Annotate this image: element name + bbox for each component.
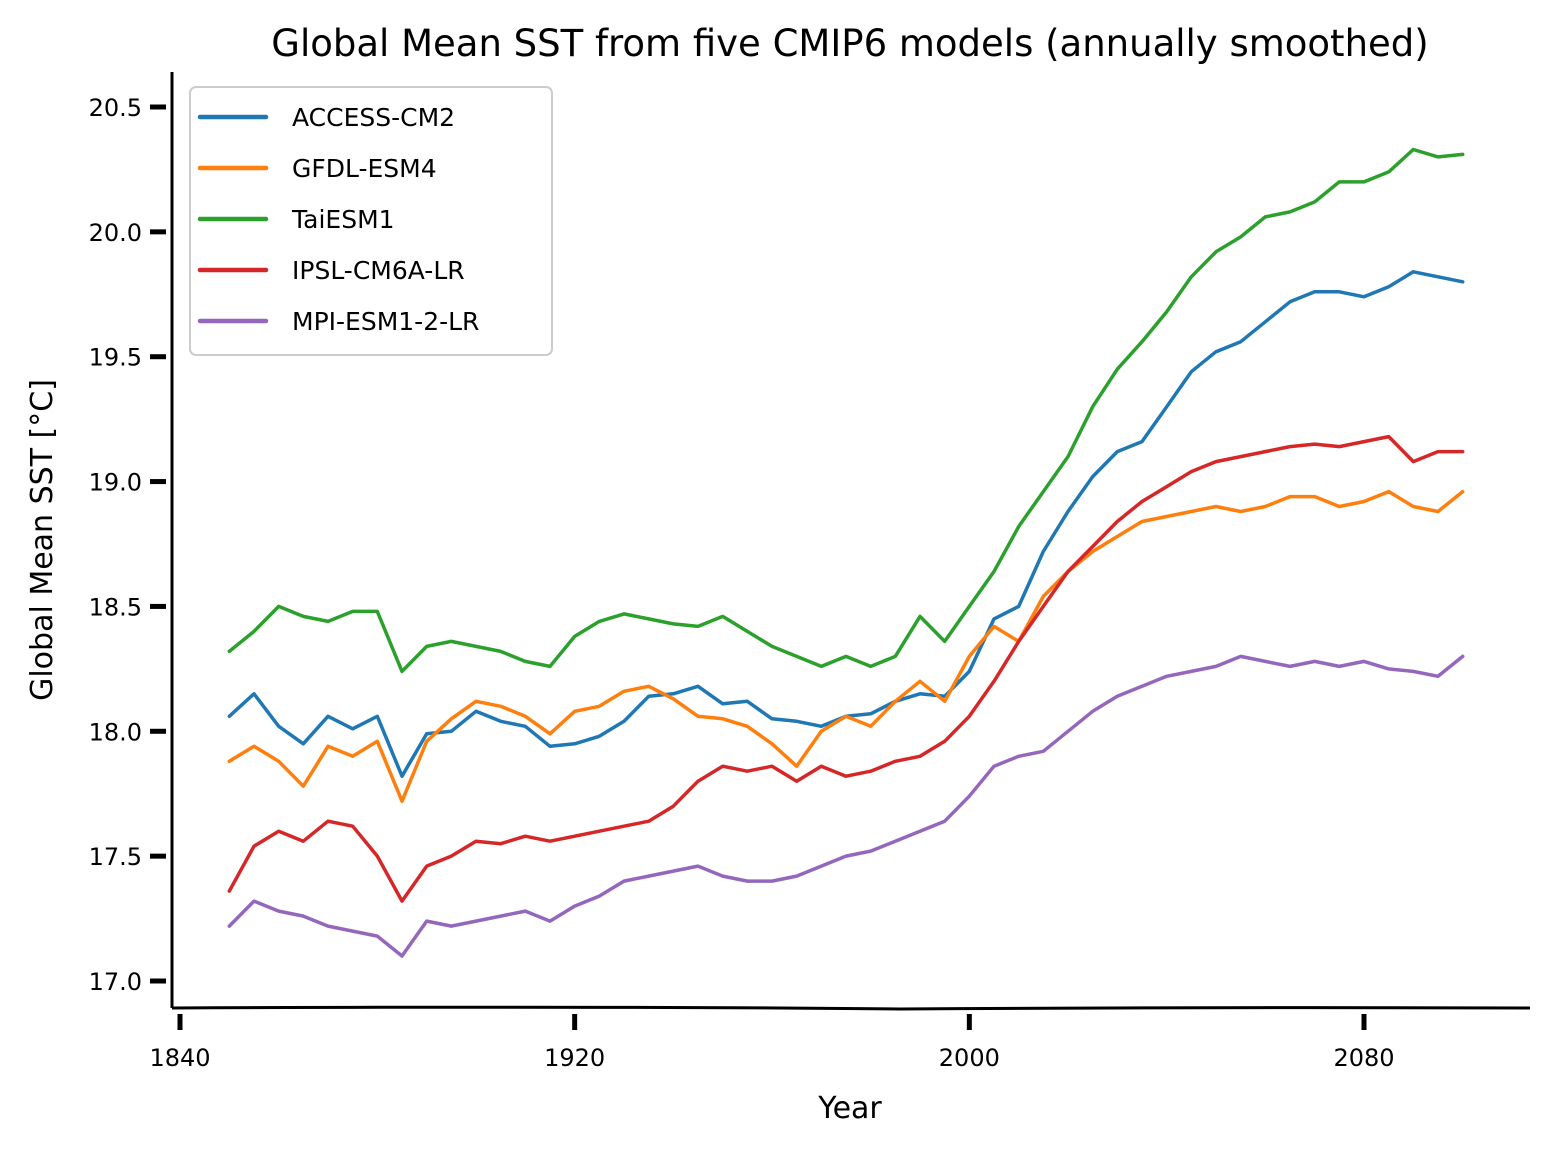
x-tick-label: 1920	[544, 1044, 605, 1072]
series-line-ipsl-cm6a-lr	[227, 434, 1465, 903]
legend-label: ACCESS-CM2	[292, 103, 455, 132]
series-line-mpi-esm1-2-lr	[227, 654, 1465, 958]
y-tick-label: 17.5	[89, 843, 142, 871]
y-tick-label: 20.5	[89, 94, 142, 122]
y-axis-line	[170, 71, 174, 1009]
y-tick-label: 18.5	[89, 593, 142, 621]
legend-box	[189, 86, 553, 356]
y-axis-label: Global Mean SST [°C]	[25, 379, 60, 701]
legend-label: GFDL-ESM4	[292, 154, 437, 183]
x-ticks: 1840 1920 2000 2080	[149, 1014, 1395, 1072]
x-tick-label: 1840	[149, 1044, 210, 1072]
y-tick-label: 18.0	[89, 718, 142, 746]
chart-title: Global Mean SST from five CMIP6 models (…	[271, 22, 1428, 65]
series-line-taiesm1	[227, 147, 1465, 674]
plot-area	[227, 147, 1465, 958]
legend-label: TaiESM1	[291, 205, 395, 234]
legend-label: MPI-ESM1-2-LR	[292, 307, 479, 336]
y-tick-label: 19.5	[89, 344, 142, 372]
x-axis-label: Year	[817, 1091, 882, 1126]
x-tick-label: 2000	[939, 1044, 1000, 1072]
x-axis-line	[171, 1005, 1531, 1011]
legend: ACCESS-CM2 GFDL-ESM4 TaiESM1 IPSL-CM6A-LR MP…	[189, 86, 553, 356]
legend-label: IPSL-CM6A-LR	[292, 256, 465, 285]
y-ticks: 17.0 17.5 18.0 18.5 19.0 19.5 20.0 20.5	[89, 94, 166, 996]
x-tick-label: 2080	[1333, 1044, 1394, 1072]
series-line-gfdl-esm4	[227, 489, 1465, 803]
y-tick-label: 20.0	[89, 219, 142, 247]
y-tick-label: 17.0	[89, 968, 142, 996]
y-tick-label: 19.0	[89, 469, 142, 497]
